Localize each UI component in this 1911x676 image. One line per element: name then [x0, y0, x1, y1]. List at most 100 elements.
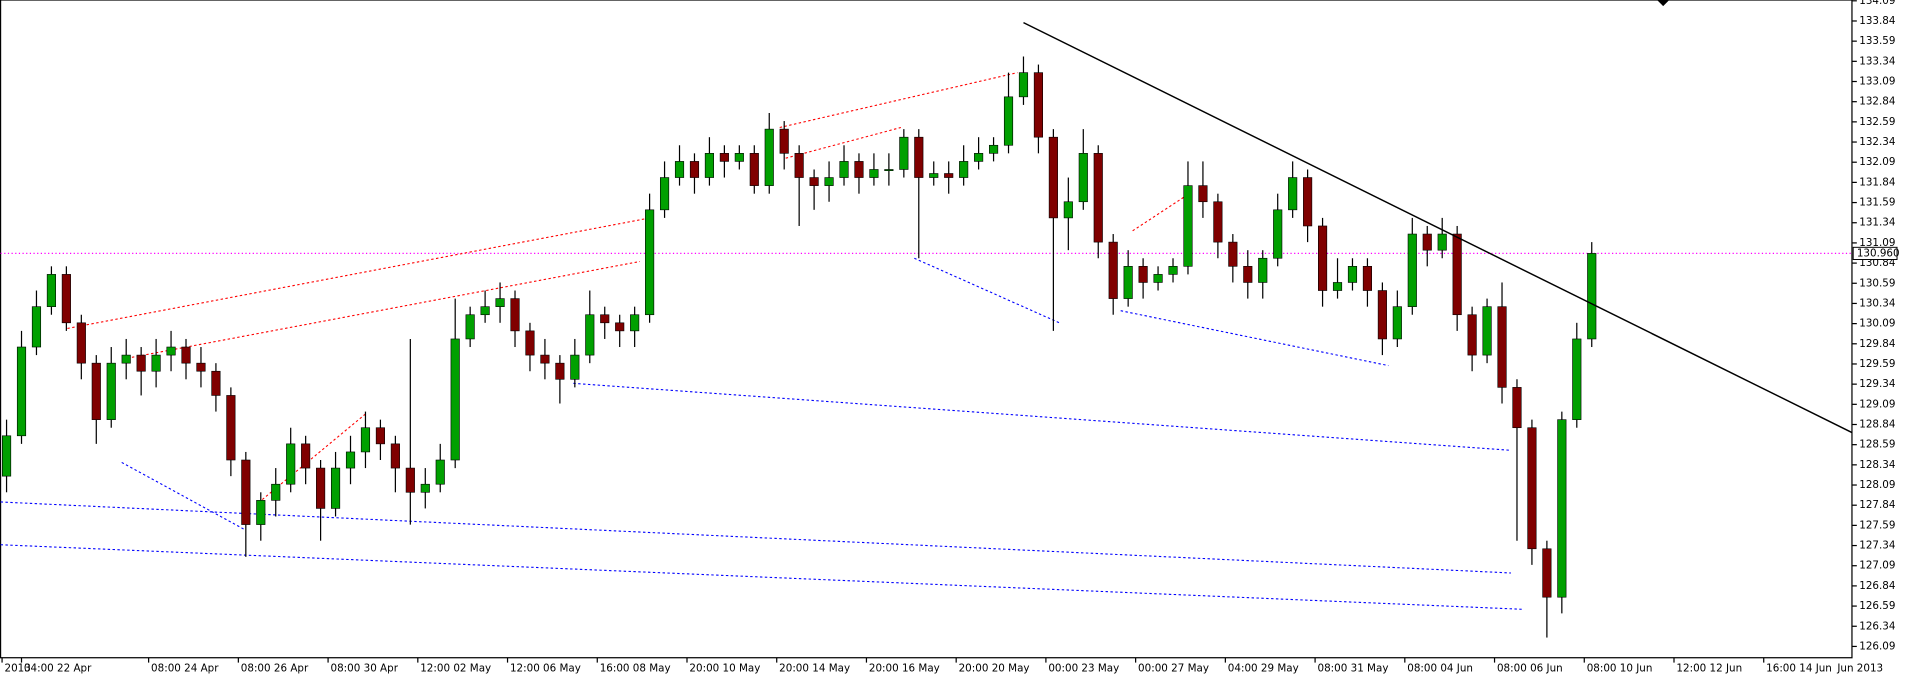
y-tick-label: 129.84 — [1859, 338, 1895, 350]
signal-line — [122, 260, 640, 360]
candle-body — [256, 500, 266, 525]
candle-body — [1332, 282, 1343, 291]
y-tick-label: 127.34 — [1859, 540, 1895, 552]
candle-body — [345, 451, 356, 469]
candle-body — [1527, 427, 1537, 550]
candle-body — [869, 169, 879, 178]
signal-line — [0, 501, 1512, 574]
candle-body — [91, 362, 101, 420]
y-tick-label: 132.09 — [1859, 156, 1895, 168]
signal-line — [573, 382, 1512, 451]
y-tick-label: 126.09 — [1859, 640, 1895, 652]
candle-body — [630, 314, 640, 332]
y-tick-label: 131.34 — [1859, 217, 1895, 229]
candle-body — [1138, 266, 1148, 283]
y-tick-label: 128.84 — [1859, 418, 1895, 430]
x-tick-label: 04:00 22 Apr — [24, 663, 92, 675]
price-label-box — [1852, 246, 1898, 260]
x-tick-label: 00:00 23 May — [1048, 663, 1119, 675]
candle-body — [1198, 185, 1208, 203]
y-tick-label: 128.09 — [1859, 479, 1895, 491]
candle-body — [615, 322, 625, 332]
x-tick-label: 2013 — [5, 663, 31, 675]
signal-line — [914, 257, 1060, 324]
y-tick-label: 127.09 — [1859, 560, 1895, 572]
x-tick-label: 08:00 30 Apr — [331, 663, 399, 675]
candle-body — [944, 173, 954, 178]
candle-body — [405, 467, 415, 493]
y-tick-label: 133.59 — [1859, 35, 1895, 47]
candle-body — [1557, 419, 1567, 598]
signal-line — [1120, 310, 1389, 367]
candle-body — [1048, 136, 1058, 219]
candle-body — [1452, 233, 1462, 316]
candle-body — [1183, 185, 1193, 267]
x-tick-label: 20:00 14 May — [779, 663, 850, 675]
x-tick-label: 04:00 29 May — [1228, 663, 1299, 675]
signal-line — [785, 126, 901, 159]
y-tick-label: 133.34 — [1859, 55, 1895, 67]
candle-body — [106, 362, 116, 420]
candle-body — [555, 362, 565, 380]
signal-line — [1132, 194, 1189, 232]
candle-body — [390, 443, 400, 469]
candle-body — [1273, 209, 1283, 259]
candle-body — [166, 346, 176, 356]
x-end-label: Jun 2013 — [1836, 663, 1883, 675]
y-tick-label: 130.09 — [1859, 318, 1895, 330]
candle-body — [1317, 225, 1328, 291]
x-tick-label: 12:00 12 Jun — [1676, 663, 1742, 675]
candle-body — [824, 177, 834, 186]
candle-body — [764, 128, 774, 186]
candle-body — [1168, 266, 1178, 275]
candle-body — [854, 161, 864, 178]
x-tick-label: 12:00 02 May — [420, 663, 491, 675]
candle-body — [884, 169, 894, 171]
candle-body — [16, 346, 27, 437]
candle-body — [61, 274, 71, 324]
candle-body — [659, 177, 670, 211]
candle-body — [689, 161, 700, 178]
candle-body — [570, 354, 580, 380]
candle-body — [540, 354, 550, 364]
y-tick-label: 130.34 — [1859, 297, 1895, 309]
y-tick-label: 132.34 — [1859, 136, 1895, 148]
candle-body — [914, 136, 924, 178]
candle-body — [435, 459, 445, 485]
candle-body — [1542, 548, 1552, 598]
y-tick-label: 126.59 — [1859, 600, 1895, 612]
candle-body — [420, 483, 430, 493]
candle-body — [1033, 72, 1043, 138]
x-tick-label: 08:00 24 Apr — [151, 663, 219, 675]
y-tick-label: 134.09 — [1859, 0, 1895, 7]
candle-body — [271, 483, 281, 501]
candle-body — [1018, 72, 1029, 98]
candle-body — [1123, 266, 1133, 299]
candle-body — [1093, 153, 1103, 243]
x-tick-label: 08:00 06 Jun — [1497, 663, 1563, 675]
x-tick-label: 12:00 06 May — [510, 663, 581, 675]
price-label: 130.960 — [1857, 247, 1900, 259]
y-tick-label: 132.59 — [1859, 116, 1895, 128]
x-tick-label: 00:00 27 May — [1138, 663, 1209, 675]
signal-line — [0, 544, 1523, 610]
candle-body — [1437, 233, 1447, 251]
candle-body — [1228, 241, 1238, 267]
candle-body — [136, 354, 146, 372]
candle-body — [450, 338, 460, 461]
y-tick-label: 130.84 — [1859, 257, 1895, 269]
y-tick-label: 126.84 — [1859, 580, 1895, 592]
candle-body — [480, 306, 490, 316]
candle-body — [1213, 201, 1223, 243]
signal-line — [121, 461, 245, 530]
y-tick-label: 132.84 — [1859, 96, 1895, 108]
candle-body — [779, 128, 789, 154]
y-tick-label: 133.09 — [1859, 76, 1895, 88]
candle-body — [1497, 306, 1507, 388]
candle-body — [286, 443, 296, 485]
candle-body — [241, 459, 251, 525]
candle-body — [196, 362, 206, 372]
signal-line — [779, 72, 1018, 129]
